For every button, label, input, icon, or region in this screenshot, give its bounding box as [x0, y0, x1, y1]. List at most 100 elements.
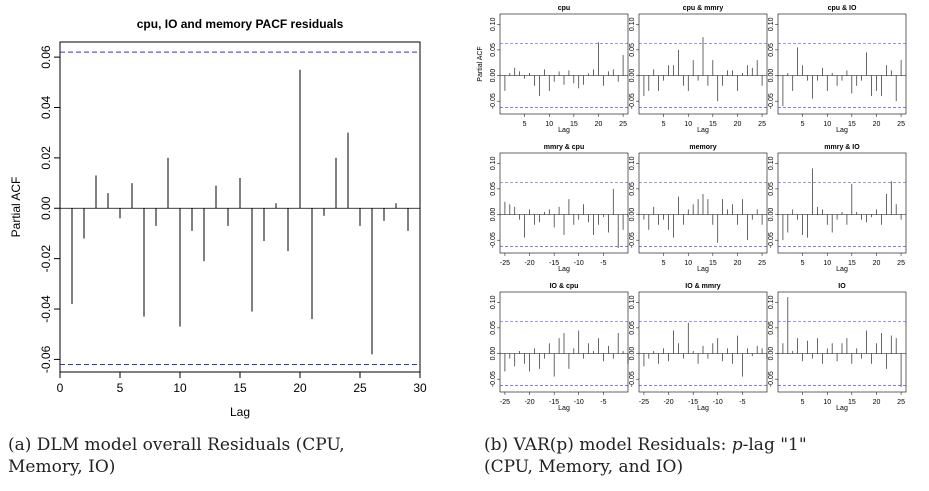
chart1-xlabel: Lag: [558, 127, 570, 134]
chart8-xtick-label: -5: [739, 399, 745, 406]
chart5-xtick-label: 10: [684, 260, 692, 267]
chart3-xtick-label: 15: [848, 121, 856, 128]
chart7-xtick-label: -25: [500, 399, 510, 406]
chart8-ytick-label: 0.05: [629, 321, 636, 335]
chart0-xtick-label: 20: [293, 381, 307, 395]
chart3-xtick-label: 5: [801, 121, 805, 128]
chart2-xtick-label: 10: [684, 121, 692, 128]
caption-b-suffix: -lag "1": [743, 435, 807, 455]
chart7-xtick-label: -10: [574, 399, 584, 406]
chart2-xtick-label: 5: [662, 121, 666, 128]
chart6-ytick-label: 0.10: [768, 156, 775, 170]
chart0-ytick-label: 0.06: [39, 45, 53, 69]
chart3-xtick-label: 25: [897, 121, 905, 128]
chart4-xlabel: Lag: [558, 266, 570, 273]
chart0-ytick-label: -0.06: [39, 345, 53, 373]
chart0-ytick-label: 0.04: [39, 95, 53, 119]
chart8-ytick-label: 0.10: [629, 295, 636, 309]
chart3-xtick-label: 10: [823, 121, 831, 128]
chart8-xtick-label: -20: [663, 399, 673, 406]
chart9-ytick-label: 0.05: [768, 321, 775, 335]
chart8-xlabel: Lag: [697, 405, 709, 412]
chart4-ytick-label: 0.05: [490, 182, 497, 196]
chart4-ytick-label: 0.00: [490, 208, 497, 222]
chart5-title: memory: [689, 144, 716, 151]
chart4-frame: [499, 152, 629, 254]
chart2-ytick-label: 0.00: [629, 69, 636, 83]
charts-group: cpu, IO and memory PACF residuals 0 5 10 15 2…: [9, 5, 907, 419]
chart0-xtick-label: 0: [57, 381, 64, 395]
chart3-ytick-label: 0.00: [768, 69, 775, 83]
chart2-xtick-label: 20: [734, 121, 742, 128]
chart5-ytick-label: 0.10: [629, 156, 636, 170]
chart9-xtick-label: 15: [848, 399, 856, 406]
chart1-ytick-label: 0.10: [490, 17, 497, 31]
chart3-ytick-label: 0.05: [768, 43, 775, 57]
chart6-title: mmry & IO: [824, 144, 860, 151]
chart6-xlabel: Lag: [836, 266, 848, 273]
chart7-xtick-label: -15: [549, 399, 559, 406]
chart9-xtick-label: 10: [823, 399, 831, 406]
chart7-ytick-label: -0.05: [490, 371, 497, 387]
chart9-xlabel: Lag: [836, 405, 848, 412]
chart7-xtick-label: -20: [524, 399, 534, 406]
chart4-xtick-label: -20: [524, 260, 534, 267]
chart7-ytick-label: 0.00: [490, 347, 497, 361]
chart9-title: IO: [838, 283, 846, 290]
chart4-xtick-label: -10: [574, 260, 584, 267]
caption-a-line1: (a) DLM model overall Residuals (CPU,: [8, 435, 345, 455]
caption-b-line1: (b) VAR(p) model Residuals: p-lag "1": [484, 435, 807, 455]
chart0-ytick-label: 0.02: [39, 146, 53, 170]
chart8-xtick-label: -25: [639, 399, 649, 406]
chart0-ytick-label: -0.02: [39, 245, 53, 273]
chart0-xlabel: Lag: [230, 405, 250, 419]
chart8-ytick-label: -0.05: [629, 371, 636, 387]
chart0-xtick-label: 30: [413, 381, 427, 395]
chart1-xtick-label: 5: [523, 121, 527, 128]
chart7-frame: [499, 291, 629, 393]
chart9-xtick-label: 20: [873, 399, 881, 406]
chart1-frame: [499, 13, 629, 115]
caption-b-p: p: [732, 435, 743, 455]
chart1-xtick-label: 10: [545, 121, 553, 128]
chart5-xtick-label: 20: [734, 260, 742, 267]
chart3-title: cpu & IO: [828, 5, 857, 12]
chart1-ylabel: Partial ACF: [477, 46, 484, 81]
caption-b-line2: (CPU, Memory, and IO): [484, 457, 683, 477]
chart5-ytick-label: 0.00: [629, 208, 636, 222]
chart9-frame: [777, 291, 907, 393]
chart8-ytick-label: 0.00: [629, 347, 636, 361]
chart2-xtick-label: 15: [709, 121, 717, 128]
chart6-xtick-label: 10: [823, 260, 831, 267]
chart4-xtick-label: -15: [549, 260, 559, 267]
chart3-xlabel: Lag: [836, 127, 848, 134]
chart9-ytick-label: -0.05: [768, 371, 775, 387]
chart4-ytick-label: -0.05: [490, 232, 497, 248]
chart7-title: IO & cpu: [550, 283, 579, 290]
chart1-xtick-label: 25: [619, 121, 627, 128]
chart1-xtick-label: 20: [595, 121, 603, 128]
caption-b-prefix: (b) VAR(p) model Residuals:: [484, 435, 732, 455]
chart2-ytick-label: 0.05: [629, 43, 636, 57]
chart2-title: cpu & mmry: [683, 5, 724, 12]
chart5-ytick-label: -0.05: [629, 232, 636, 248]
chart2-ytick-label: 0.10: [629, 17, 636, 31]
chart3-ytick-label: -0.05: [768, 93, 775, 109]
chart6-xtick-label: 20: [873, 260, 881, 267]
chart0-xtick-label: 10: [173, 381, 187, 395]
chart4-xtick-label: -5: [600, 260, 606, 267]
chart9-ytick-label: 0.00: [768, 347, 775, 361]
chart2-xtick-label: 25: [758, 121, 766, 128]
chart2-frame: [638, 13, 768, 115]
chart3-xtick-label: 20: [873, 121, 881, 128]
chart1-title: cpu: [558, 5, 570, 12]
chart4-xtick-label: -25: [500, 260, 510, 267]
chart0-ytick-label: 0.00: [39, 196, 53, 220]
chart0-title: cpu, IO and memory PACF residuals: [137, 17, 344, 31]
chart0-ytick-label: -0.04: [39, 295, 53, 323]
caption-a-line2: Memory, IO): [8, 457, 115, 477]
chart7-xtick-label: -5: [600, 399, 606, 406]
chart5-xtick-label: 15: [709, 260, 717, 267]
chart6-ytick-label: -0.05: [768, 232, 775, 248]
